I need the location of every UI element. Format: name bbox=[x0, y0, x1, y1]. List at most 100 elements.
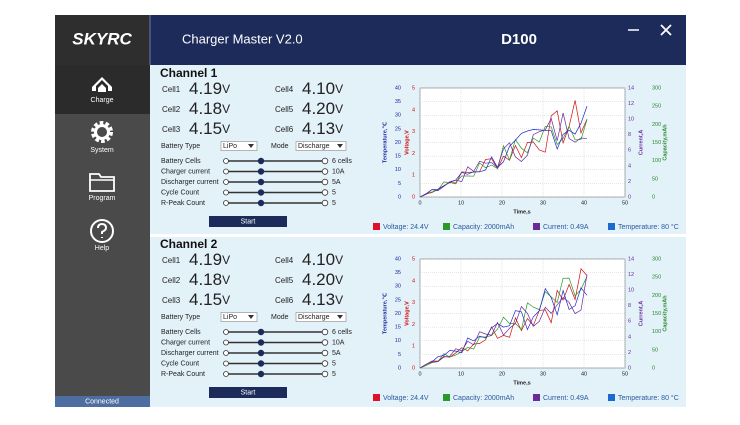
slider-label: Cycle Count bbox=[161, 360, 199, 367]
axis-tick-label: 35 bbox=[395, 270, 401, 276]
axis-title: Capacity,mAh bbox=[662, 295, 668, 332]
trace-line bbox=[419, 119, 588, 198]
axis-tick-label: 0 bbox=[628, 194, 631, 200]
axis-tick-label: 0 bbox=[412, 365, 415, 371]
axis-tick-label: 150 bbox=[652, 140, 661, 146]
slider-knob[interactable] bbox=[257, 189, 265, 196]
cell-voltage: 4.19V bbox=[189, 79, 230, 98]
axis-tick-label: 40 bbox=[395, 256, 401, 262]
x-tick-label: 20 bbox=[499, 200, 505, 206]
charge-icon bbox=[92, 77, 112, 92]
legend-label: Current: 0.49A bbox=[543, 395, 589, 402]
slider-knob[interactable] bbox=[257, 168, 265, 175]
slider-end bbox=[321, 168, 329, 175]
battery-type-select[interactable] bbox=[220, 312, 258, 322]
cell-value: 4.19 bbox=[189, 250, 222, 269]
nav-label[interactable]: System bbox=[90, 147, 114, 154]
x-tick-label: 40 bbox=[581, 371, 587, 377]
slider-value: 5 bbox=[332, 371, 336, 378]
slider-knob[interactable] bbox=[257, 328, 265, 336]
axis-tick-label: 5 bbox=[398, 181, 401, 187]
legend-swatch bbox=[533, 223, 540, 230]
mode-select[interactable] bbox=[295, 312, 347, 322]
axis-tick-label: 250 bbox=[652, 275, 661, 281]
mode-select[interactable] bbox=[295, 141, 347, 151]
axis-title: Current,A bbox=[638, 301, 644, 326]
slider-knob[interactable] bbox=[257, 339, 265, 346]
slider-end bbox=[321, 157, 329, 165]
legend-label: Temperature: 80 °C bbox=[618, 394, 679, 402]
axis-tick-label: 6 bbox=[628, 148, 631, 154]
axis-tick-label: 3 bbox=[412, 129, 415, 135]
nav-label[interactable]: Charge bbox=[91, 97, 114, 104]
cell-value: 4.15 bbox=[189, 119, 222, 138]
battery-type-value: LiPo bbox=[223, 314, 237, 321]
cell-label: Cell2 bbox=[162, 105, 181, 114]
app-title: Charger Master V2.0 bbox=[182, 31, 303, 46]
slider-knob[interactable] bbox=[257, 360, 265, 367]
close-button[interactable] bbox=[660, 24, 672, 36]
cell-voltage: 4.20V bbox=[302, 270, 343, 289]
slider-value: 5 bbox=[332, 200, 336, 207]
nav-label[interactable]: Help bbox=[95, 245, 110, 252]
slider-label: Charger current bbox=[161, 339, 210, 346]
slider-knob[interactable] bbox=[257, 370, 265, 378]
slider-end bbox=[321, 370, 329, 378]
axis-tick-label: 15 bbox=[395, 325, 401, 331]
start-button[interactable] bbox=[209, 216, 287, 227]
axis-tick-label: 10 bbox=[628, 117, 634, 123]
axis-tick-label: 8 bbox=[628, 303, 631, 309]
slider-value: 6 cells bbox=[332, 329, 352, 336]
axis-tick-label: 4 bbox=[412, 278, 415, 284]
legend-swatch bbox=[443, 223, 450, 230]
legend-swatch bbox=[443, 394, 450, 401]
axis-tick-label: 5 bbox=[398, 352, 401, 358]
slider-knob[interactable] bbox=[257, 349, 265, 357]
help-icon bbox=[90, 219, 114, 243]
legend-swatch bbox=[373, 394, 380, 401]
slider-value: 5 bbox=[332, 189, 336, 196]
legend-label: Voltage: 24.4V bbox=[383, 395, 429, 402]
slider-value: 10A bbox=[332, 339, 345, 346]
trace-line bbox=[419, 112, 588, 198]
cell-unit: V bbox=[335, 293, 343, 307]
slider-knob[interactable] bbox=[257, 157, 265, 165]
mode-value: Discharge bbox=[298, 143, 330, 150]
cell-value: 4.10 bbox=[302, 250, 335, 269]
slider-label: R-Peak Count bbox=[161, 200, 205, 207]
legend-label: Capacity: 2000mAh bbox=[453, 224, 514, 231]
slider-label: Cycle Count bbox=[161, 189, 199, 196]
slider-end bbox=[321, 178, 329, 186]
start-button[interactable] bbox=[209, 387, 287, 398]
slider-knob[interactable] bbox=[257, 178, 265, 186]
slider-knob[interactable] bbox=[257, 199, 265, 207]
axis-tick-label: 20 bbox=[395, 140, 401, 146]
cell-unit: V bbox=[222, 253, 230, 267]
battery-type-select[interactable] bbox=[220, 141, 258, 151]
x-tick-label: 0 bbox=[418, 200, 421, 206]
axis-tick-label: 50 bbox=[652, 176, 658, 182]
dropdown-arrow bbox=[337, 315, 343, 319]
legend-swatch bbox=[533, 394, 540, 401]
nav-label[interactable]: Program bbox=[89, 195, 116, 202]
axis-title: Temperature,℃ bbox=[381, 293, 388, 334]
slider-start bbox=[223, 189, 229, 196]
axis-tick-label: 30 bbox=[395, 284, 401, 290]
dropdown-arrow bbox=[248, 315, 254, 319]
axis-tick-label: 0 bbox=[398, 365, 401, 371]
slider-start bbox=[223, 360, 229, 367]
slider-value: 5A bbox=[332, 179, 341, 186]
slider-label: Battery Cells bbox=[161, 158, 201, 165]
axis-tick-label: 100 bbox=[652, 158, 661, 164]
cell-label: Cell5 bbox=[275, 276, 294, 285]
cell-voltage: 4.18V bbox=[189, 270, 230, 289]
start-label[interactable]: Start bbox=[241, 218, 256, 225]
trace-line bbox=[419, 276, 588, 369]
axis-tick-label: 12 bbox=[628, 272, 634, 278]
cell-unit: V bbox=[335, 122, 343, 136]
mode-label: Mode bbox=[271, 143, 289, 150]
start-label[interactable]: Start bbox=[241, 389, 256, 396]
cell-voltage: 4.10V bbox=[302, 79, 343, 98]
x-tick-label: 0 bbox=[418, 371, 421, 377]
